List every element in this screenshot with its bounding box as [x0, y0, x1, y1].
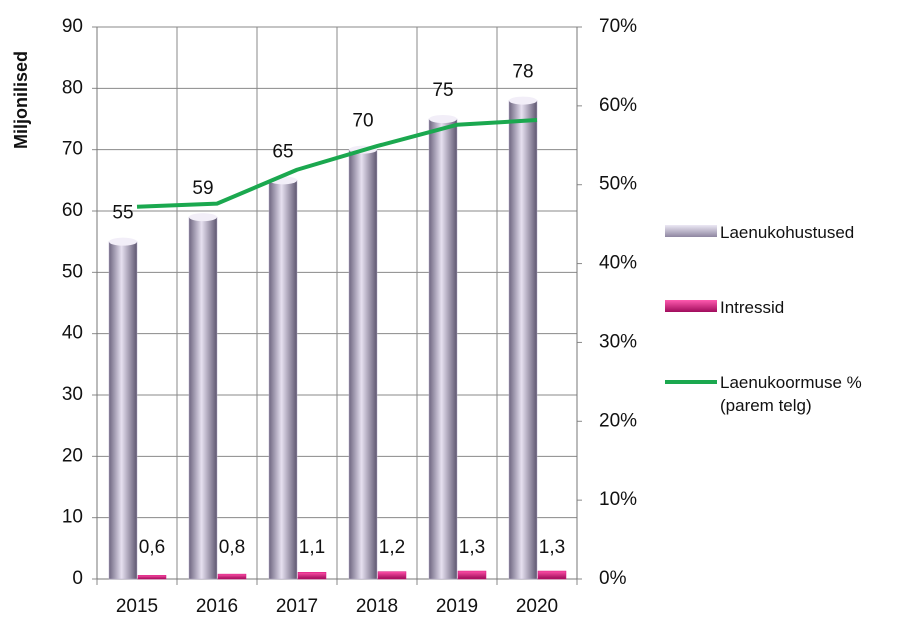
- data-label: 1,3: [539, 537, 565, 558]
- y-tick-label: 10: [62, 507, 83, 528]
- data-label: 0,8: [219, 537, 245, 558]
- y-tick-label: 80: [62, 77, 83, 98]
- y-tick-label: 60: [62, 200, 83, 221]
- bar: [297, 572, 327, 580]
- legend-item: Laenukoormuse % (parem telg): [665, 371, 870, 417]
- y2-tick-label: 50%: [599, 174, 637, 195]
- y2-tick-label: 60%: [599, 95, 637, 116]
- bar-cap: [429, 115, 457, 123]
- legend-label: Laenukoormuse % (parem telg): [720, 373, 862, 415]
- legend-item: Laenukohustused: [665, 221, 880, 244]
- y2-tick-label: 70%: [599, 16, 637, 37]
- x-tick-label: 2017: [276, 596, 318, 617]
- legend-label: Laenukohustused: [720, 223, 855, 242]
- x-tick-label: 2018: [356, 596, 398, 617]
- y2-tick-label: 10%: [599, 489, 637, 510]
- bar: [137, 575, 167, 580]
- bar: [108, 241, 138, 580]
- y2-tick-label: 0%: [599, 568, 627, 589]
- y-tick-label: 0: [72, 568, 83, 589]
- bar: [217, 573, 247, 580]
- bar-cap: [509, 96, 537, 105]
- bar: [428, 118, 458, 580]
- y-tick-label: 20: [62, 445, 83, 466]
- y2-tick-label: 30%: [599, 331, 637, 352]
- bar: [268, 180, 298, 580]
- data-label: 0,6: [139, 537, 165, 558]
- x-tick-label: 2016: [196, 596, 238, 617]
- y-axis-label: Miljonilised: [11, 51, 31, 149]
- bar: [537, 570, 567, 580]
- data-label: 70: [352, 111, 373, 132]
- legend-item: Intressid: [665, 296, 880, 319]
- data-label: 55: [112, 203, 133, 224]
- legend-swatch: [665, 380, 717, 384]
- y-tick-label: 40: [62, 323, 83, 344]
- data-label: 75: [432, 80, 453, 101]
- x-tick-label: 2015: [116, 596, 158, 617]
- data-label: 78: [512, 62, 533, 83]
- y-tick-label: 30: [62, 384, 83, 405]
- bar: [457, 570, 487, 580]
- y2-tick-label: 40%: [599, 253, 637, 274]
- y-tick-label: 50: [62, 261, 83, 282]
- data-label: 1,2: [379, 537, 405, 558]
- bar: [377, 571, 407, 580]
- x-tick-label: 2020: [516, 596, 558, 617]
- data-label: 59: [192, 178, 213, 199]
- line: [136, 118, 538, 209]
- legend-swatch: [665, 225, 717, 237]
- legend-swatch: [665, 300, 717, 312]
- y-tick-label: 90: [62, 16, 83, 37]
- data-label: 1,1: [299, 537, 325, 558]
- bar-cap: [189, 213, 217, 222]
- legend-label: Intressid: [720, 298, 785, 317]
- bar: [508, 100, 538, 580]
- y-tick-label: 70: [62, 139, 83, 160]
- bar: [188, 216, 218, 580]
- data-label: 1,3: [459, 537, 485, 558]
- bar: [348, 149, 378, 580]
- x-tick-label: 2019: [436, 596, 478, 617]
- y2-tick-label: 20%: [599, 410, 637, 431]
- data-label: 65: [272, 141, 293, 162]
- bar-cap: [109, 237, 137, 246]
